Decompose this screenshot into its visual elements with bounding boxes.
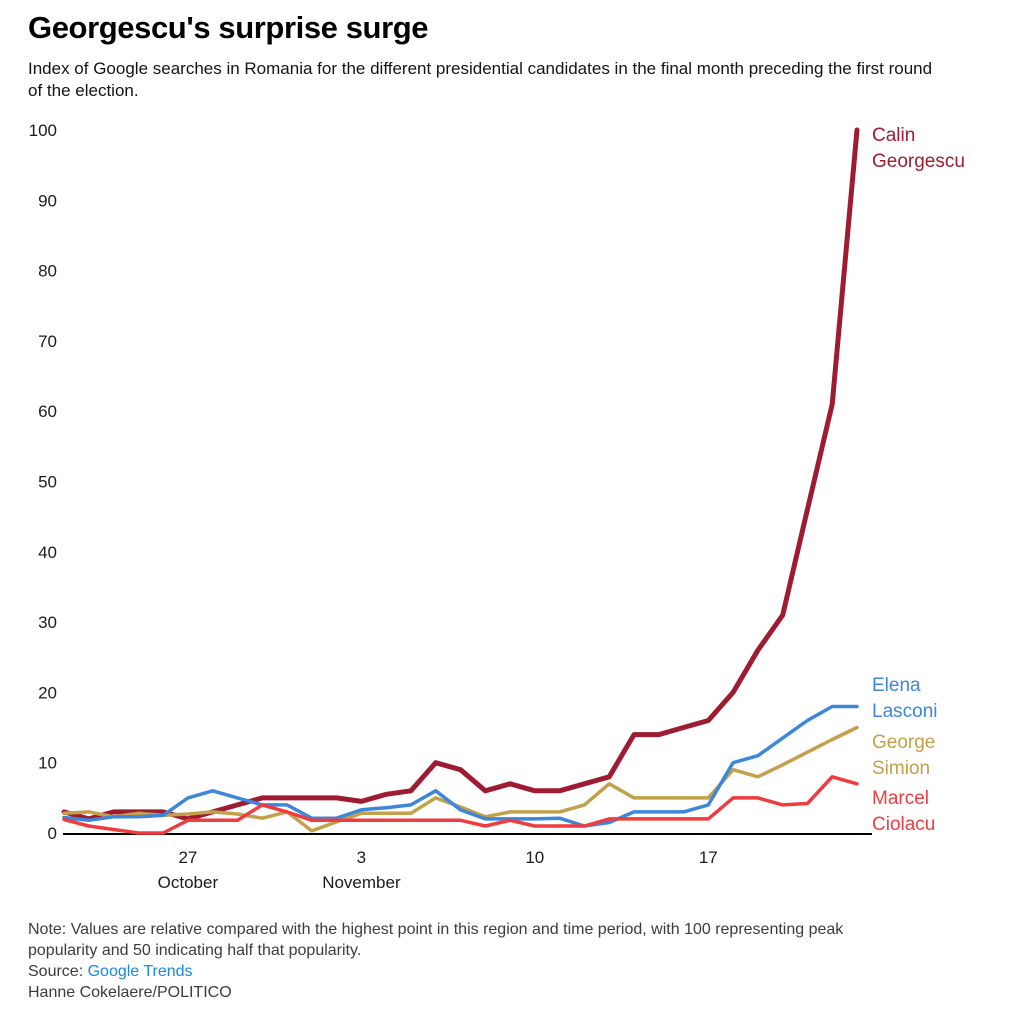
x-axis-tick-label: 3 xyxy=(357,848,366,867)
source-link[interactable]: Google Trends xyxy=(87,963,193,980)
x-axis-tick-label: 17 xyxy=(699,848,718,867)
y-axis-label: 70 xyxy=(38,332,57,351)
x-axis-tick-label: 27 xyxy=(178,848,197,867)
series-label-simion: George xyxy=(872,732,935,753)
series-line-simion xyxy=(62,725,859,833)
series-label-georgescu: Georgescu xyxy=(872,151,965,172)
series-label-simion: Simion xyxy=(872,758,930,779)
y-axis-label: 40 xyxy=(38,543,57,562)
chart-subtitle: Index of Google searches in Romania for … xyxy=(28,59,933,100)
y-axis-label: 90 xyxy=(38,191,57,210)
series-label-ciolacu: Ciolacu xyxy=(872,814,935,835)
credit-line: Hanne Cokelaere/POLITICO xyxy=(28,984,232,1001)
y-axis-label: 30 xyxy=(38,613,57,632)
source-label: Source: xyxy=(28,963,84,980)
y-axis-label: 60 xyxy=(38,402,57,421)
series-label-ciolacu: Marcel xyxy=(872,788,929,809)
source-line: Source: Google Trends xyxy=(28,961,890,982)
series-label-georgescu: Calin xyxy=(872,125,915,146)
chart-note: Note: Values are relative compared with … xyxy=(28,921,844,959)
series-line-ciolacu xyxy=(62,775,859,835)
y-axis-label: 0 xyxy=(48,824,57,843)
x-axis-month-label: November xyxy=(322,873,401,892)
y-axis-label: 100 xyxy=(29,121,57,140)
x-axis-month-label: October xyxy=(158,873,219,892)
x-axis-tick-label: 10 xyxy=(525,848,544,867)
series-label-lasconi: Elena xyxy=(872,675,921,696)
series-label-lasconi: Lasconi xyxy=(872,701,938,722)
y-axis-label: 80 xyxy=(38,262,57,281)
y-axis-label: 50 xyxy=(38,473,57,492)
y-axis-label: 20 xyxy=(38,683,57,702)
chart-title: Georgescu's surprise surge xyxy=(28,10,429,45)
footnotes: Note: Values are relative compared with … xyxy=(28,919,890,1003)
series-line-lasconi xyxy=(62,704,859,828)
y-axis-label: 10 xyxy=(38,754,57,773)
series-line-georgescu xyxy=(61,127,860,822)
